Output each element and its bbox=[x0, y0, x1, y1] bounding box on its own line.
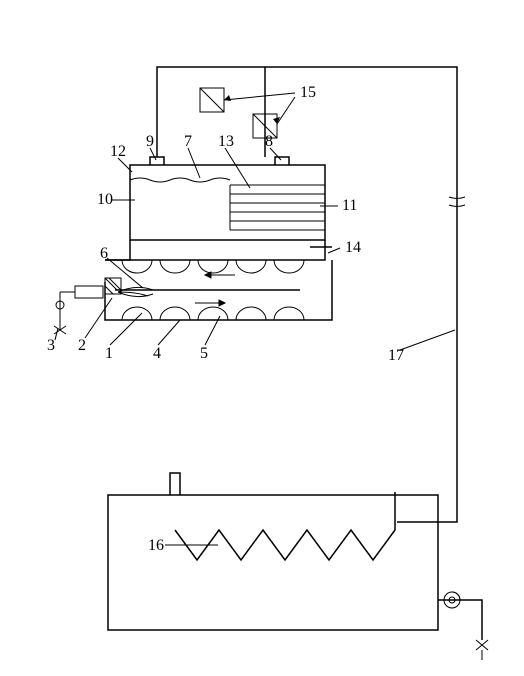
label-4: 4 bbox=[153, 345, 161, 362]
outlet-valve bbox=[476, 640, 488, 660]
label-11: 11 bbox=[342, 197, 357, 214]
label-10: 10 bbox=[97, 191, 113, 208]
label-15: 15 bbox=[300, 84, 316, 101]
labels: 12 9 7 13 8 15 11 14 10 6 3 2 1 4 5 17 1… bbox=[47, 84, 404, 554]
label-3: 3 bbox=[47, 337, 55, 354]
pipe-17 bbox=[397, 462, 457, 522]
fuel-valve bbox=[54, 292, 75, 334]
label-13: 13 bbox=[218, 133, 234, 150]
label-8: 8 bbox=[265, 133, 273, 150]
label-5: 5 bbox=[200, 345, 208, 362]
label-12: 12 bbox=[110, 143, 126, 160]
label-6: 6 bbox=[100, 245, 108, 262]
label-2: 2 bbox=[78, 337, 86, 354]
top-piping bbox=[157, 67, 465, 462]
label-7: 7 bbox=[184, 133, 192, 150]
label-14: 14 bbox=[345, 239, 361, 256]
schematic-diagram: 12 9 7 13 8 15 11 14 10 6 3 2 1 4 5 17 1… bbox=[0, 0, 524, 676]
coil-stack bbox=[230, 185, 325, 230]
reservoir bbox=[108, 473, 488, 660]
upper-chamber bbox=[130, 157, 325, 240]
label-17: 17 bbox=[388, 347, 404, 364]
label-9: 9 bbox=[146, 133, 154, 150]
label-1: 1 bbox=[105, 345, 113, 362]
burner bbox=[75, 278, 153, 298]
lower-chamber bbox=[54, 247, 332, 334]
label-16: 16 bbox=[148, 537, 164, 554]
